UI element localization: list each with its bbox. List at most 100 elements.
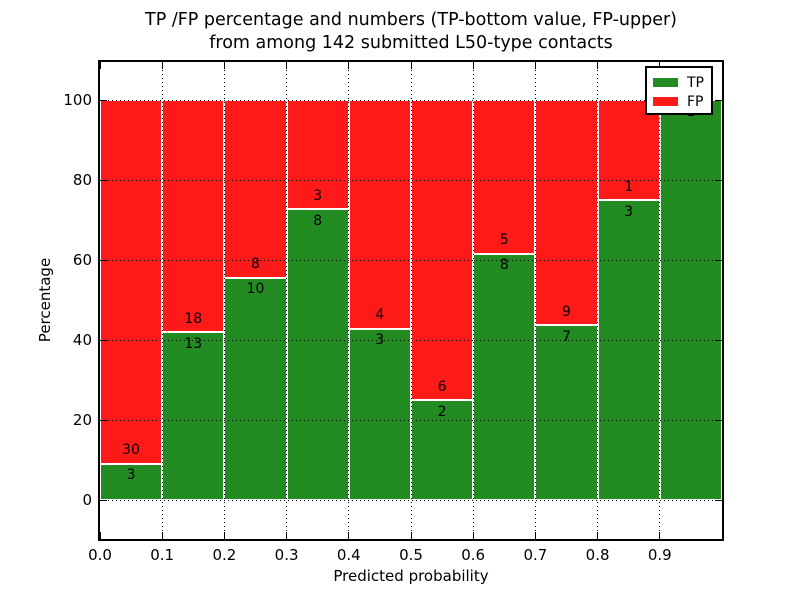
bar-segment-tp — [348, 328, 411, 500]
bar-segment-fp — [473, 100, 536, 254]
fp-count-label: 9 — [562, 303, 571, 320]
x-tick-label: 0.6 — [461, 546, 486, 564]
tp-count-label: 3 — [375, 332, 385, 349]
tp-count-label: 8 — [499, 257, 509, 274]
plot-area: Percentage Predicted probability 0 20 40 60… — [36, 62, 723, 585]
fp-count-label: 5 — [499, 232, 509, 249]
fp-swatch-icon — [653, 97, 678, 106]
y-tick-label: 60 — [72, 250, 92, 269]
y-tick-right — [715, 419, 722, 421]
x-tick-top — [286, 62, 288, 69]
bar-segment-fp — [162, 100, 225, 333]
bar-segment-tp — [597, 200, 660, 500]
stacked-bar — [473, 100, 536, 500]
legend-label-tp: TP — [687, 74, 704, 91]
x-tick-bottom — [161, 532, 163, 539]
bar-segment-fp — [224, 100, 287, 278]
x-tick-label: 0.8 — [585, 546, 610, 564]
x-tick-label: 0.2 — [212, 546, 237, 564]
tp-count-label: 7 — [562, 328, 571, 345]
y-tick-right — [715, 179, 722, 181]
bar-segment-tp — [411, 400, 474, 500]
gridline-horizontal — [100, 179, 722, 181]
tp-count-label: 13 — [184, 335, 203, 352]
gridline-horizontal — [100, 99, 722, 101]
bar-segment-fp — [286, 100, 349, 210]
x-tick-top — [348, 62, 350, 69]
gridline-vertical — [659, 62, 661, 539]
stacked-bar — [411, 100, 474, 500]
y-tick-left — [100, 499, 107, 501]
tp-count-label: 8 — [313, 212, 323, 229]
y-tick-right — [715, 99, 722, 101]
stacked-bar — [162, 100, 225, 500]
x-tick-bottom — [597, 532, 599, 539]
legend: TP FP — [645, 66, 713, 115]
x-tick-label: 0.5 — [399, 546, 423, 564]
bar-segment-fp — [411, 100, 474, 400]
bar-segment-fp — [100, 100, 163, 464]
y-tick-left — [100, 99, 107, 101]
stacked-bar — [100, 100, 163, 500]
fp-count-label: 3 — [313, 187, 323, 204]
legend-label-fp: FP — [687, 93, 704, 110]
x-tick-top — [472, 62, 474, 69]
bar-segment-tp — [473, 253, 536, 500]
fp-count-label: 18 — [184, 310, 203, 327]
bar-segment-tp — [100, 463, 163, 500]
gridline-vertical — [597, 62, 599, 539]
y-tick-label: 80 — [72, 170, 92, 189]
y-tick-left — [100, 419, 107, 421]
stacked-bar — [224, 100, 287, 500]
fp-count-label: 6 — [437, 378, 447, 395]
x-tick-label: 0.1 — [150, 546, 175, 564]
x-tick-top — [659, 62, 661, 69]
y-tick-right — [715, 339, 722, 341]
stacked-bar — [597, 100, 660, 500]
gridline-vertical — [161, 62, 163, 539]
gridline-vertical — [286, 62, 288, 539]
x-tick-top — [99, 62, 101, 69]
gridline-vertical — [534, 62, 536, 539]
chart-title-line1: TP /FP percentage and numbers (TP-bottom… — [145, 10, 677, 30]
gridline-vertical — [410, 62, 412, 539]
x-tick-top — [161, 62, 163, 69]
x-tick-bottom — [223, 532, 225, 539]
bar-segment-tp — [659, 100, 722, 500]
gridline-horizontal — [100, 419, 722, 421]
gridline-vertical — [348, 62, 350, 539]
bar-segment-fp — [535, 100, 598, 325]
x-tick-label: 0.7 — [523, 546, 548, 564]
x-tick-bottom — [286, 532, 288, 539]
tp-swatch-icon — [653, 78, 678, 87]
bar-segment-fp — [597, 100, 660, 200]
tp-count-label: 3 — [624, 203, 634, 220]
chart-title: TP /FP percentage and numbers (TP-bottom… — [22, 9, 800, 55]
bar-segment-tp — [224, 277, 287, 500]
gridline-horizontal — [100, 499, 722, 501]
bar-segment-fp — [348, 100, 411, 329]
gridline-vertical — [223, 62, 225, 539]
stacked-bar — [348, 100, 411, 500]
x-tick-top — [597, 62, 599, 69]
gridline-horizontal — [100, 259, 722, 261]
y-tick-label: 40 — [72, 330, 92, 349]
y-tick-right — [715, 499, 722, 501]
x-tick-top — [721, 62, 723, 69]
x-tick-bottom — [721, 532, 723, 539]
legend-entry-fp: FP — [653, 92, 711, 111]
y-tick-label: 20 — [72, 410, 92, 429]
stacked-bar — [535, 100, 598, 500]
fp-count-label: 4 — [375, 307, 385, 324]
fp-count-label: 30 — [122, 442, 140, 459]
x-tick-label: 0.4 — [336, 546, 361, 564]
tp-count-label: 10 — [246, 281, 265, 298]
x-tick-bottom — [99, 532, 101, 539]
x-tick-top — [410, 62, 412, 69]
x-tick-top — [223, 62, 225, 69]
y-tick-left — [100, 259, 107, 261]
tp-count-label: 3 — [126, 467, 136, 484]
y-tick-label: 0 — [82, 490, 92, 509]
bar-segment-tp — [286, 209, 349, 500]
